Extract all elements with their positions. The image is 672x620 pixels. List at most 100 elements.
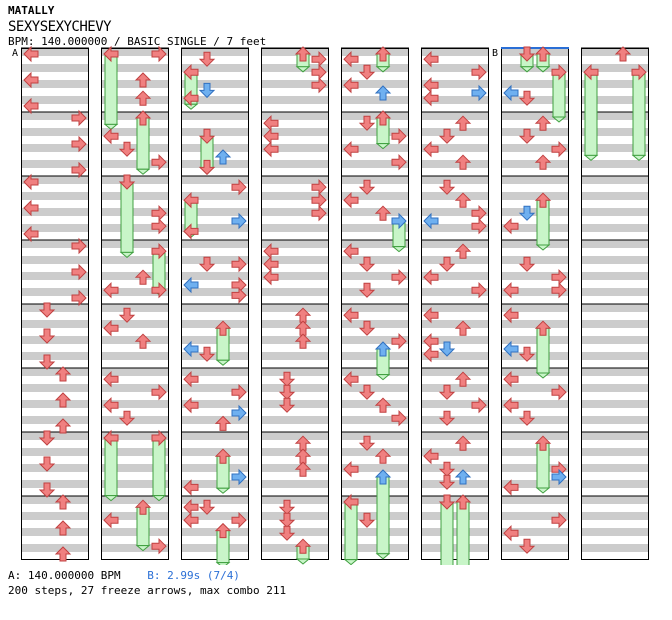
down-arrow [518, 256, 536, 272]
stripe [21, 192, 89, 200]
stripe [261, 528, 329, 536]
stripe [181, 384, 249, 392]
stripe [341, 144, 409, 152]
stripe [261, 128, 329, 136]
up-arrow [454, 469, 472, 485]
left-arrow [503, 306, 519, 324]
freeze-tail [103, 495, 119, 502]
stripe [581, 112, 649, 120]
stripe [181, 352, 249, 360]
up-arrow [54, 520, 72, 536]
stripe [341, 544, 409, 552]
right-arrow [391, 268, 407, 286]
down-arrow [198, 346, 216, 362]
left-arrow [103, 281, 119, 299]
left-arrow [263, 268, 279, 286]
chart-column [21, 47, 89, 560]
right-arrow [231, 468, 247, 486]
right-arrow [151, 537, 167, 555]
stripe [21, 240, 89, 248]
marker-label: B [492, 48, 498, 59]
stripe [581, 416, 649, 424]
stripe [581, 320, 649, 328]
stripe [341, 96, 409, 104]
stripe [101, 432, 169, 440]
stripe [501, 176, 569, 184]
freeze-tail [215, 487, 231, 494]
right-arrow [71, 263, 87, 281]
down-arrow [518, 46, 536, 62]
stripe [341, 416, 409, 424]
stripe [501, 544, 569, 552]
left-arrow [23, 71, 39, 89]
stripe [501, 256, 569, 264]
left-arrow [23, 225, 39, 243]
stripe [581, 240, 649, 248]
right-arrow [391, 127, 407, 145]
freeze-tail [551, 116, 567, 123]
stripe [341, 128, 409, 136]
freeze-tail [631, 154, 647, 162]
stripe [581, 528, 649, 536]
stripe [101, 128, 169, 136]
down-arrow [38, 430, 56, 446]
up-arrow [534, 154, 552, 170]
stripe [21, 128, 89, 136]
freeze-arrow [120, 181, 134, 253]
up-arrow [454, 371, 472, 387]
stripe [101, 400, 169, 408]
stripe [261, 256, 329, 264]
left-arrow [103, 511, 119, 529]
stripe [261, 160, 329, 168]
down-arrow [198, 51, 216, 67]
up-arrow [134, 333, 152, 349]
left-arrow [103, 429, 119, 447]
stripe [421, 112, 489, 120]
stripe [21, 256, 89, 264]
stripe [421, 224, 489, 232]
left-arrow [423, 89, 439, 107]
stripe [261, 512, 329, 520]
up-arrow [214, 320, 232, 336]
stripe [421, 368, 489, 376]
stripe [501, 384, 569, 392]
chart-stats: 200 steps, 27 freeze arrows, max combo 2… [8, 584, 287, 597]
down-arrow [278, 371, 296, 387]
right-arrow [231, 255, 247, 273]
stripe [341, 80, 409, 88]
down-arrow [278, 384, 296, 400]
stripe [581, 512, 649, 520]
stripe [501, 448, 569, 456]
stripe [21, 48, 89, 56]
stripe [341, 512, 409, 520]
stripe [101, 96, 169, 104]
stripe [341, 368, 409, 376]
stripe [101, 144, 169, 152]
stripe [581, 144, 649, 152]
column-border [421, 48, 489, 560]
up-arrow [214, 522, 232, 539]
stripe [101, 112, 169, 120]
left-arrow [423, 345, 439, 363]
stripe [581, 160, 649, 168]
column-border [341, 48, 409, 560]
stripe [501, 512, 569, 520]
stripe [21, 288, 89, 296]
stripe [261, 96, 329, 104]
stripe [341, 224, 409, 232]
freeze-tail [135, 168, 151, 175]
down-arrow [38, 354, 56, 370]
right-arrow [231, 404, 247, 422]
left-arrow [503, 281, 519, 299]
stripe [21, 336, 89, 344]
down-arrow [358, 512, 376, 528]
left-arrow [23, 97, 39, 115]
stripe [261, 192, 329, 200]
right-arrow [71, 109, 87, 127]
stripe [421, 64, 489, 72]
stripe [581, 208, 649, 216]
left-arrow [23, 199, 39, 217]
freeze-tail [535, 487, 551, 494]
stripe [421, 96, 489, 104]
right-arrow [71, 237, 87, 255]
